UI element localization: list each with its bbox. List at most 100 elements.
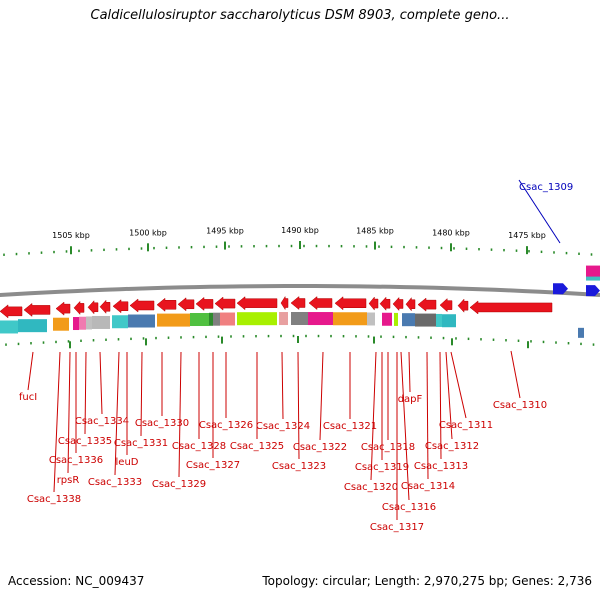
- gene-ring-tick: [567, 342, 570, 345]
- gene-label: Csac_1313: [414, 461, 468, 472]
- reverse-gene-arrow: [290, 295, 306, 311]
- forward-gene-arrow: [553, 283, 568, 295]
- scale-minor-tick: [203, 245, 205, 249]
- reverse-gene-arrow: [73, 300, 85, 316]
- gene-label: Csac_1334: [75, 416, 129, 427]
- gene-ring-tick: [5, 343, 7, 346]
- scale-minor-tick: [165, 246, 168, 249]
- cog-feature-block: [436, 313, 442, 327]
- gene-label: Csac_1310: [493, 400, 547, 411]
- scale-minor-tick: [378, 245, 380, 248]
- forward-gene-arrow: [586, 285, 600, 297]
- gene-leader-line: [178, 351, 182, 478]
- cog-feature-block: [382, 312, 392, 326]
- gene-ring-tick: [255, 334, 257, 338]
- cog-feature-block: [73, 317, 79, 331]
- gene-ring-tick: [180, 336, 182, 339]
- feature-block: [586, 276, 600, 281]
- scale-major-tick: [526, 246, 528, 255]
- scale-label: 1475 kbp: [508, 231, 546, 240]
- gene-ring-tick: [42, 341, 45, 344]
- gene-label: Csac_1317: [370, 522, 424, 533]
- scale-minor-tick: [228, 245, 230, 248]
- gene-label: Csac_1316: [382, 502, 436, 513]
- gene-ring-tick: [430, 336, 432, 339]
- gene-ring-tick: [467, 337, 470, 341]
- cog-feature-block: [394, 312, 398, 326]
- scale-label: 1495 kbp: [206, 227, 244, 236]
- cog-feature-block: [333, 312, 367, 326]
- scale-minor-tick: [403, 245, 405, 249]
- reverse-gene-arrow: [156, 297, 177, 312]
- scale-minor-tick: [515, 249, 518, 252]
- cog-feature-block: [308, 312, 333, 326]
- gene-leader-line: [408, 351, 411, 393]
- scale-minor-tick: [590, 253, 593, 256]
- reverse-gene-arrow: [177, 297, 195, 312]
- gene-leader-line: [426, 351, 429, 480]
- gene-label: Csac_1333: [88, 477, 142, 488]
- scale-minor-tick: [253, 245, 255, 248]
- gene-label: Csac_1326: [199, 420, 253, 431]
- scale-minor-tick: [415, 246, 418, 249]
- cog-feature-block: [237, 312, 277, 326]
- reverse-gene-arrow: [379, 296, 391, 311]
- scale-minor-tick: [153, 246, 155, 250]
- cog-feature-block: [53, 317, 69, 331]
- accession-text: Accession: NC_009437: [8, 574, 145, 588]
- gene-ring-tick: [530, 340, 532, 343]
- gene-ring-tick: [292, 334, 295, 338]
- gene-ring-tick: [405, 335, 407, 339]
- scale-minor-tick: [215, 245, 218, 248]
- scale-label: 1480 kbp: [432, 228, 470, 237]
- gene-ring-major-tick: [221, 336, 223, 344]
- gene-ring-tick: [267, 334, 270, 338]
- gene-leader-line: [281, 351, 284, 420]
- gene-label: Csac_1328: [172, 441, 226, 452]
- scale-minor-tick: [115, 248, 118, 251]
- gene-ring-tick: [480, 338, 482, 341]
- reverse-gene-arrow: [112, 299, 129, 314]
- gene-leader-line: [140, 351, 143, 437]
- gene-ring-tick: [242, 335, 245, 338]
- gene-label: Csac_1327: [186, 460, 240, 471]
- cog-feature-block: [92, 315, 110, 329]
- gene-label: Csac_1320: [344, 482, 398, 493]
- gene-leader-line: [84, 351, 87, 435]
- gene-label: leuD: [116, 457, 139, 468]
- gene-label: Csac_1323: [272, 461, 326, 472]
- scale-minor-tick: [503, 248, 505, 252]
- gene-leader-line: [518, 179, 561, 244]
- gene-ring-tick: [117, 338, 120, 341]
- reverse-gene-arrow: [457, 298, 469, 313]
- scale-minor-tick: [240, 245, 243, 248]
- gene-label: Csac_1312: [425, 441, 479, 452]
- gene-leader-line: [67, 351, 71, 474]
- gene-leader-line: [114, 351, 120, 476]
- gene-ring-tick: [30, 342, 32, 345]
- gene-leader-line: [53, 351, 61, 493]
- gene-ring-tick: [105, 338, 107, 341]
- gene-ring-tick: [367, 335, 370, 338]
- scale-minor-tick: [140, 247, 143, 250]
- reverse-gene-arrow: [195, 296, 214, 311]
- gene-ring-tick: [192, 335, 195, 339]
- scale-minor-tick: [278, 244, 280, 248]
- gene-ring-tick: [205, 335, 207, 339]
- scale-minor-tick: [290, 244, 293, 248]
- gene-label: Csac_1309: [519, 182, 573, 193]
- reverse-gene-arrow: [392, 296, 404, 312]
- gene-label: Csac_1324: [256, 421, 310, 432]
- gene-label: Csac_1336: [49, 455, 103, 466]
- cog-feature-block: [0, 320, 18, 334]
- gene-label: Csac_1331: [114, 438, 168, 449]
- gene-ring-tick: [392, 335, 395, 339]
- genome-backbone: [0, 284, 600, 298]
- scale-minor-tick: [178, 246, 180, 249]
- gene-label: Csac_1321: [323, 421, 377, 432]
- scale-minor-tick: [28, 252, 30, 255]
- gene-ring-tick: [355, 335, 357, 338]
- gene-leader-line: [510, 350, 521, 399]
- scale-minor-tick: [40, 251, 43, 254]
- gene-ring-major-tick: [373, 336, 375, 344]
